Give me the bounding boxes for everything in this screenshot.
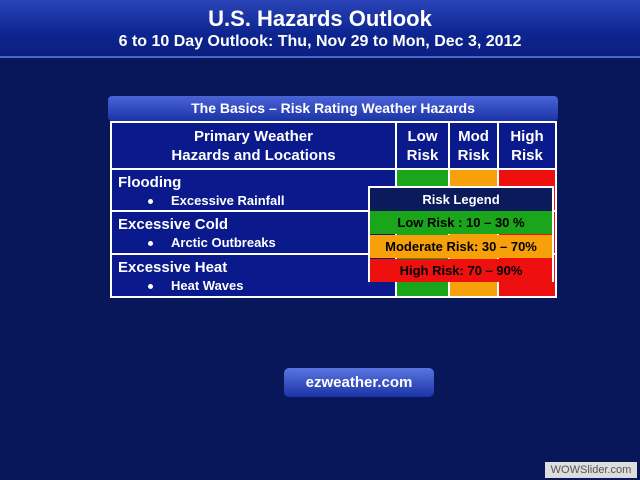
hazard-name: Excessive Heat: [118, 259, 228, 276]
legend-item: Moderate Risk: 30 – 70%: [370, 235, 552, 258]
legend-title: Risk Legend: [370, 188, 552, 211]
hazard-location: Arctic Outbreaks: [112, 234, 395, 252]
location-text: Arctic Outbreaks: [171, 235, 276, 250]
header-cell: High Risk: [497, 121, 557, 170]
hazard-location: Excessive Rainfall: [112, 192, 395, 210]
hazard-name: Flooding: [118, 174, 182, 191]
header-line: Hazards and Locations: [171, 147, 336, 164]
header-cell: Mod Risk: [448, 121, 499, 170]
header-line: Low: [407, 128, 438, 145]
website-button[interactable]: ezweather.com: [284, 368, 434, 397]
header-line: Risk: [511, 147, 543, 164]
hazard-cell: Flooding Excessive Rainfall: [110, 168, 397, 212]
watermark[interactable]: WOWSlider.com: [545, 462, 637, 478]
header-line: Risk: [406, 147, 439, 164]
location-text: Excessive Rainfall: [171, 193, 285, 208]
title-banner: U.S. Hazards Outlook 6 to 10 Day Outlook…: [0, 0, 640, 58]
legend-item: Low Risk : 10 – 30 %: [370, 211, 552, 234]
bullet: [148, 241, 153, 247]
title: U.S. Hazards Outlook: [208, 6, 432, 31]
legend-item: High Risk: 70 – 90%: [370, 259, 552, 282]
header-cell: Low Risk: [395, 121, 450, 170]
subtitle: 6 to 10 Day Outlook: Thu, Nov 29 to Mon,…: [118, 33, 522, 50]
header-line: Primary Weather: [194, 128, 313, 145]
hazard-cell: Excessive Heat Heat Waves: [110, 253, 397, 298]
hazard-location: Heat Waves: [112, 277, 395, 295]
bullet: [148, 284, 153, 290]
risk-legend: Risk Legend Low Risk : 10 – 30 % Moderat…: [368, 186, 554, 282]
hazard-cell: Excessive Cold Arctic Outbreaks: [110, 210, 397, 255]
header-line: High: [510, 128, 544, 145]
hazard-name: Excessive Cold: [118, 216, 229, 233]
bullet: [148, 199, 153, 205]
header-cell: Primary Weather Hazards and Locations: [110, 121, 397, 170]
header-line: Mod: [458, 128, 489, 145]
panel-title: The Basics – Risk Rating Weather Hazards: [108, 96, 558, 121]
location-text: Heat Waves: [171, 278, 244, 293]
header-line: Risk: [457, 147, 490, 164]
